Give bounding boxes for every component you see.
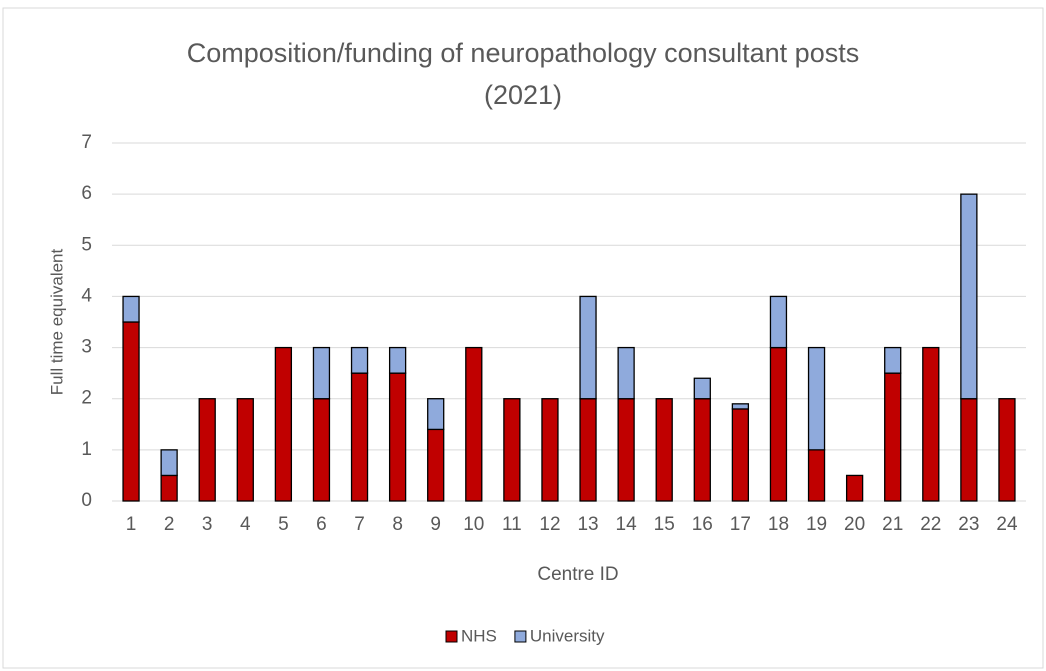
bar-segment [884, 372, 902, 502]
bar-segment [350, 372, 369, 502]
bar-segment [884, 346, 902, 374]
legend-swatch [514, 630, 527, 643]
x-tick-label: 23 [958, 514, 979, 535]
y-tick-label: 1 [81, 439, 92, 460]
bar-segment [693, 377, 711, 400]
x-tick-label: 21 [882, 514, 903, 535]
bar-segment [388, 372, 407, 502]
x-tick-label: 18 [768, 514, 789, 535]
y-tick-label: 2 [81, 388, 92, 409]
x-tick-label: 13 [577, 514, 598, 535]
x-tick-label: 5 [278, 514, 289, 535]
legend-label: NHS [461, 626, 497, 645]
x-axis-label: Centre ID [537, 564, 618, 585]
bar-segment [731, 403, 750, 410]
bar-segment [312, 398, 331, 502]
bar-segment [998, 398, 1016, 502]
bar-segment [960, 193, 978, 400]
bar-segment [769, 346, 788, 502]
x-tick-label: 10 [463, 514, 484, 535]
bar-segment [122, 295, 140, 323]
x-tick-label: 8 [392, 514, 403, 535]
bar-segment [693, 398, 711, 502]
x-tick-label: 15 [654, 514, 675, 535]
x-tick-label: 2 [164, 514, 175, 535]
y-tick-label: 7 [81, 132, 92, 153]
bar-segment [960, 398, 978, 502]
y-tick-label: 6 [81, 183, 92, 204]
bar-segment [160, 449, 178, 477]
bar-segment [160, 474, 178, 502]
bar-segment [655, 398, 673, 502]
bar-segment [541, 398, 559, 502]
x-tick-label: 16 [692, 514, 713, 535]
x-tick-label: 12 [539, 514, 560, 535]
x-tick-label: 17 [730, 514, 751, 535]
bar-segment [807, 449, 826, 502]
bar-segment [427, 398, 445, 431]
bar-segment [198, 398, 216, 502]
x-tick-label: 4 [240, 514, 251, 535]
y-tick-label: 0 [81, 490, 92, 511]
x-tick-label: 9 [430, 514, 441, 535]
bar-segment [579, 295, 597, 400]
bar-segment [769, 295, 788, 349]
chart-frame [2, 7, 1044, 669]
x-tick-label: 20 [844, 514, 865, 535]
bar-segment [236, 398, 254, 502]
x-tick-label: 3 [202, 514, 213, 535]
y-tick-label: 4 [81, 285, 92, 306]
x-tick-label: 19 [806, 514, 827, 535]
y-tick-label: 5 [81, 234, 92, 255]
x-tick-label: 11 [502, 514, 522, 535]
bar-segment [579, 398, 597, 502]
x-tick-label: 6 [316, 514, 327, 535]
x-tick-label: 24 [996, 514, 1018, 535]
x-tick-label: 1 [126, 514, 137, 535]
bar-segment [807, 346, 826, 451]
bar-segment [312, 346, 331, 400]
y-tick-label: 3 [81, 337, 92, 358]
bar-segment [350, 346, 369, 374]
chart-title: Composition/funding of neuropathology co… [186, 38, 860, 110]
legend-label: University [530, 626, 605, 645]
bar-segment [731, 408, 750, 502]
bar-segment [922, 346, 940, 502]
x-tick-label: 22 [920, 514, 941, 535]
bar-segment [503, 398, 521, 502]
bar-segment [122, 321, 140, 502]
bar-segment [845, 474, 864, 502]
bar-segment [617, 398, 635, 502]
y-axis-label: Full time equivalent [47, 248, 66, 395]
bar-segment [465, 346, 483, 502]
bar-segment [274, 346, 293, 502]
legend-swatch [445, 630, 458, 643]
x-tick-label: 14 [616, 514, 638, 535]
bar-segment [617, 346, 635, 400]
bar-segment [388, 346, 407, 374]
bar-segment [427, 428, 445, 502]
x-tick-label: 7 [354, 514, 365, 535]
